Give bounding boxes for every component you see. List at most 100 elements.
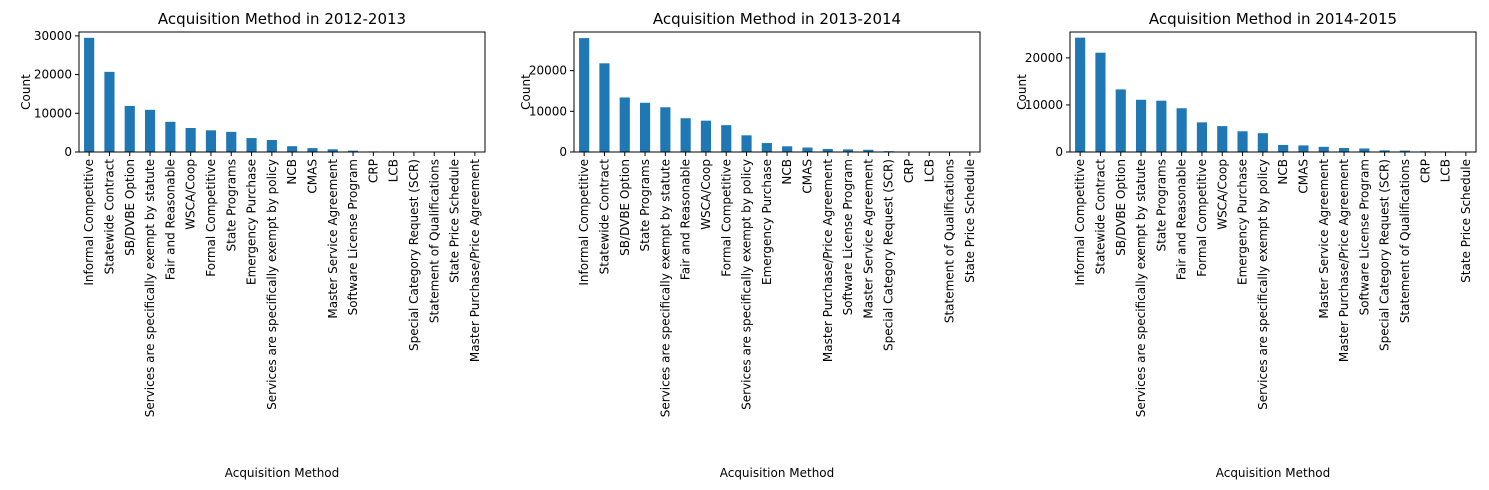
chart-title: Acquisition Method in 2012-2013 (158, 10, 406, 28)
bar-2 (1095, 52, 1106, 152)
x-tick-label: Special Category Request (SCR) (407, 159, 421, 351)
bar-14 (842, 149, 854, 152)
bar-7 (700, 120, 712, 152)
bar-15 (863, 149, 874, 152)
x-tick-label: Special Category Request (SCR) (882, 159, 896, 351)
x-tick-label: LCB (387, 159, 401, 182)
bar-2 (104, 71, 115, 152)
x-tick-label: WSCA/Coop (699, 159, 713, 230)
x-tick-label: State Programs (1154, 159, 1168, 251)
bar-13 (1318, 146, 1329, 152)
x-tick-label: Formal Competitive (1195, 159, 1209, 277)
x-tick-label: Master Service Agreement (326, 159, 340, 319)
bar-14 (1338, 148, 1350, 152)
chart-panel-3: Acquisition Method in 2014-2015 Informal … (1015, 10, 1477, 480)
bar-6 (680, 118, 691, 152)
x-tick-label: SB/DVBE Option (618, 159, 632, 256)
x-tick-label: Informal Competitive (1073, 159, 1087, 286)
bar-11 (782, 146, 793, 152)
x-tick-label: Statewide Contract (597, 159, 611, 275)
bar-13 (327, 149, 338, 152)
chart-panel-1: Acquisition Method in 2012-2013 Informal … (19, 10, 486, 480)
x-tick-label: Formal Competitive (719, 159, 733, 277)
bar-9 (1237, 131, 1248, 152)
bar-11 (1278, 144, 1289, 152)
bar-10 (761, 143, 772, 152)
x-tick-label: Fair and Reasonable (1175, 159, 1189, 280)
x-tick-label: NCB (285, 159, 299, 185)
x-tick-label: CRP (902, 159, 916, 183)
x-tick-label: Services are specifically exempt by poli… (265, 159, 279, 410)
x-tick-label: WSCA/Coop (184, 159, 198, 230)
x-tick-label: Statement of Qualifications (427, 159, 441, 323)
x-tick-label: Formal Competitive (204, 159, 218, 277)
y-tick-label: 10000 (34, 106, 72, 120)
x-tick-label: Services are specifically exempt by stat… (1134, 159, 1148, 417)
x-tick-label: CMAS (800, 159, 814, 194)
x-tick-label: WSCA/Coop (1215, 159, 1229, 230)
x-axis-label: Acquisition Method (720, 466, 835, 480)
x-tick-label: Informal Competitive (82, 159, 96, 286)
x-tick-label: Services are specifically exempt by poli… (740, 159, 754, 410)
bar-15 (1359, 148, 1370, 152)
bar-12 (307, 148, 318, 152)
bar-7 (1196, 122, 1208, 152)
x-tick-label: Software License Program (841, 159, 855, 315)
bar-14 (347, 150, 359, 152)
bar-6 (1176, 108, 1187, 152)
plot-frame (573, 31, 981, 153)
x-tick-label: Statement of Qualifications (1398, 159, 1412, 323)
x-tick-label: CRP (1418, 159, 1432, 183)
x-tick-label: State Price Schedule (963, 159, 977, 283)
bar-9 (246, 138, 257, 152)
x-tick-label: Master Service Agreement (861, 159, 875, 319)
chart-title: Acquisition Method in 2013-2014 (653, 10, 901, 28)
bar-13 (822, 148, 833, 152)
bar-3 (619, 97, 630, 152)
x-tick-label: Emergency Purchase (760, 159, 774, 285)
bar-5 (165, 121, 176, 152)
x-tick-label: Statewide Contract (102, 159, 116, 275)
y-tick-label: 10000 (529, 104, 567, 118)
x-tick-label: Emergency Purchase (1236, 159, 1250, 285)
plot-frame (78, 31, 486, 153)
x-tick-label: Statewide Contract (1093, 159, 1107, 275)
x-tick-label: State Programs (638, 159, 652, 251)
x-tick-label: State Programs (224, 159, 238, 251)
bar-7 (205, 130, 217, 152)
y-tick-label: 0 (1055, 145, 1063, 159)
y-tick-label: 20000 (1025, 51, 1063, 65)
bar-5 (660, 107, 671, 152)
x-tick-label: Statement of Qualifications (943, 159, 957, 323)
x-tick-label: SB/DVBE Option (123, 159, 137, 256)
x-tick-label: NCB (780, 159, 794, 185)
bar-4 (144, 109, 156, 152)
x-tick-label: Informal Competitive (577, 159, 591, 286)
bar-9 (741, 135, 752, 152)
bar-1 (84, 37, 95, 152)
x-tick-label: Master Purchase/Price Agreement (1337, 159, 1351, 362)
x-tick-label: CMAS (1296, 159, 1310, 194)
y-tick-label: 20000 (529, 64, 567, 78)
bar-4 (639, 102, 651, 152)
y-tick-label: 10000 (1025, 98, 1063, 112)
bar-2 (599, 63, 610, 152)
x-axis-label: Acquisition Method (1216, 466, 1331, 480)
y-tick-label: 0 (559, 145, 567, 159)
x-tick-label: Master Service Agreement (1317, 159, 1331, 319)
y-axis-label: Count (1015, 74, 1029, 110)
bar-11 (287, 146, 298, 152)
bar-1 (1075, 37, 1086, 152)
y-axis-label: Count (19, 74, 33, 110)
bar-8 (1217, 126, 1228, 152)
bar-16 (1379, 150, 1390, 152)
bar-12 (802, 147, 813, 152)
bar-4 (1135, 99, 1147, 152)
x-tick-label: State Price Schedule (1459, 159, 1473, 283)
x-tick-label: Software License Program (1357, 159, 1371, 315)
bar-3 (124, 105, 135, 152)
x-tick-label: Services are specifically exempt by stat… (658, 159, 672, 417)
y-tick-label: 30000 (34, 29, 72, 43)
bar-12 (1298, 145, 1309, 152)
y-tick-label: 0 (64, 145, 72, 159)
